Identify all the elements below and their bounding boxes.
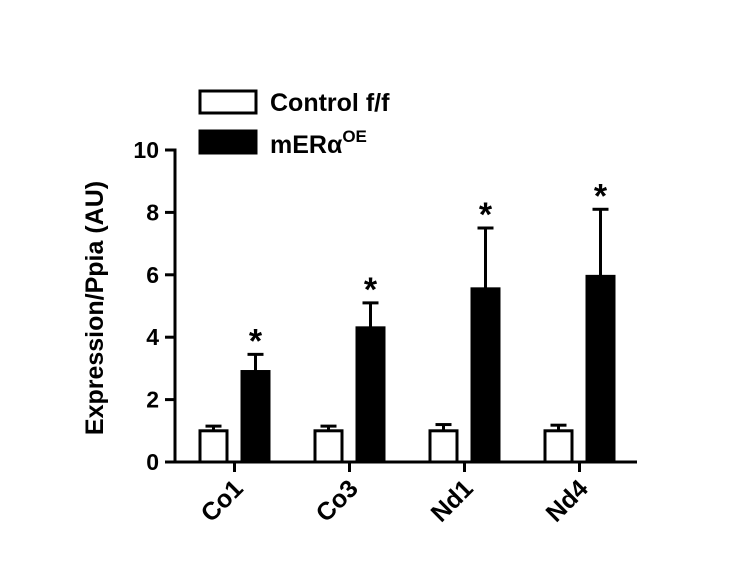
legend-swatch-mera-oe bbox=[198, 129, 258, 155]
x-tick-label-co1: Co1 bbox=[196, 474, 249, 527]
y-tick-label-2: 2 bbox=[146, 387, 159, 413]
significance-mera-oe-nd1: * bbox=[479, 196, 493, 234]
bar-mera-oe-nd1 bbox=[470, 287, 501, 464]
legend-swatch-control bbox=[198, 89, 258, 115]
y-tick-label-0: 0 bbox=[146, 449, 159, 475]
legend: Control f/f mERαOE bbox=[198, 89, 390, 159]
legend-label-mera-oe-main: mERα bbox=[270, 131, 343, 159]
bars: * * * * bbox=[198, 177, 616, 464]
bar-control-nd1 bbox=[428, 429, 459, 464]
significance-mera-oe-co3: * bbox=[364, 271, 378, 309]
bar-control-nd4 bbox=[543, 429, 574, 464]
bar-control-co1 bbox=[198, 429, 229, 464]
y-tick-label-10: 10 bbox=[133, 137, 159, 163]
y-axis-title: Expression/Ppia (AU) bbox=[81, 181, 109, 435]
y-tick-label-8: 8 bbox=[146, 199, 159, 225]
x-tick-label-co3: Co3 bbox=[311, 474, 364, 527]
x-tick-label-nd4: Nd4 bbox=[541, 474, 594, 527]
y-axis: 0 2 4 6 8 10 bbox=[133, 137, 177, 475]
significance-mera-oe-co1: * bbox=[249, 322, 263, 360]
bar-mera-oe-co3 bbox=[355, 326, 386, 464]
x-tick-label-nd1: Nd1 bbox=[426, 474, 479, 527]
y-tick-label-4: 4 bbox=[146, 324, 159, 350]
x-axis: Co1 Co3 Nd1 Nd4 bbox=[173, 460, 637, 528]
y-tick-label-6: 6 bbox=[146, 262, 159, 288]
legend-label-mera-oe: mERαOE bbox=[270, 127, 367, 159]
legend-label-mera-oe-superscript: OE bbox=[342, 127, 367, 146]
bar-control-co3 bbox=[313, 429, 344, 464]
significance-mera-oe-nd4: * bbox=[594, 177, 608, 215]
bar-mera-oe-nd4 bbox=[585, 274, 616, 464]
bar-mera-oe-co1 bbox=[240, 370, 271, 464]
legend-label-control: Control f/f bbox=[270, 89, 390, 117]
